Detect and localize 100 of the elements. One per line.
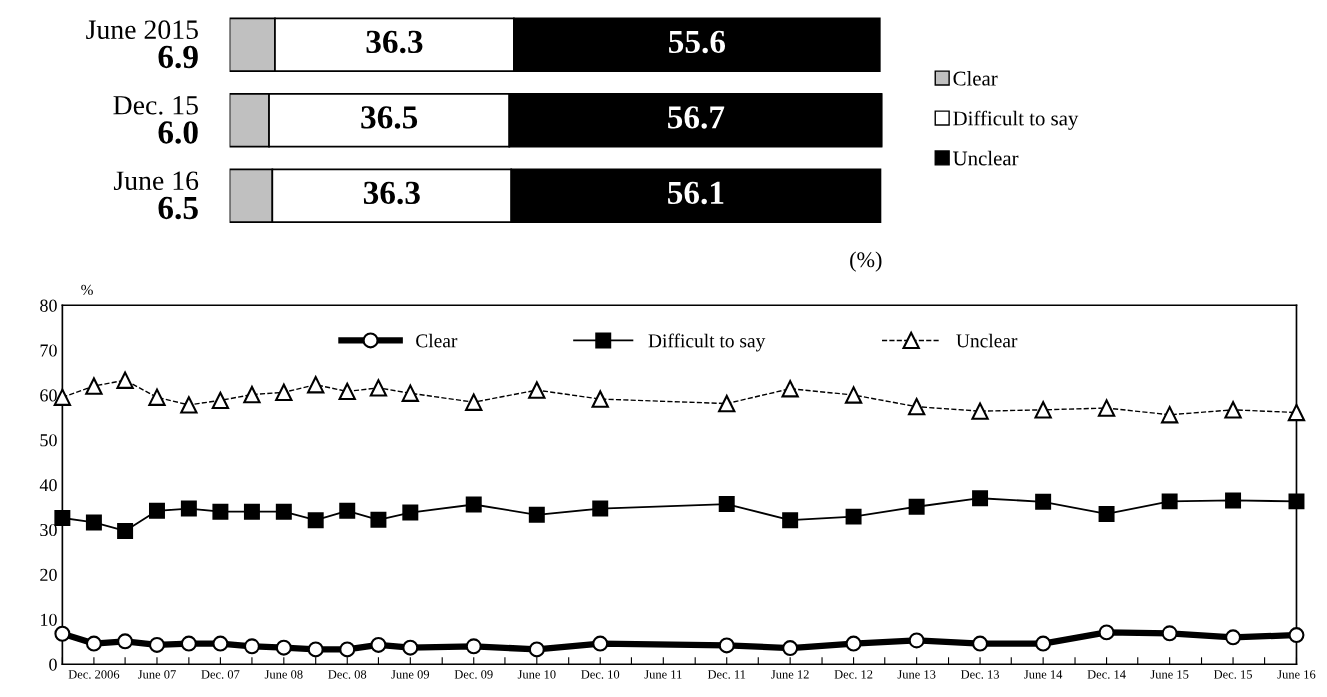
x-tick-label: Dec. 08 — [328, 670, 367, 679]
point — [307, 376, 325, 394]
point — [592, 635, 609, 652]
point — [402, 639, 419, 656]
x-tick-label: Dec. 07 — [201, 670, 240, 679]
x-tick-label: Dec. 14 — [1087, 670, 1126, 679]
point — [1035, 635, 1052, 652]
point — [117, 522, 134, 539]
point — [117, 633, 134, 650]
point — [149, 502, 165, 519]
x-tick-label: June 13 — [897, 670, 936, 679]
legend-label: Unclear — [956, 333, 1018, 348]
point — [782, 640, 799, 657]
point — [243, 503, 260, 520]
data-label: 56.1 — [668, 181, 724, 205]
point — [149, 636, 165, 653]
y-tick-label: 70 — [40, 344, 57, 357]
point — [1225, 492, 1242, 509]
point — [243, 385, 261, 404]
point — [592, 500, 609, 517]
point — [370, 636, 387, 653]
legend-label: Clear — [416, 333, 458, 348]
y-tick-label: June 16 — [113, 171, 199, 191]
y-tick-label: Dec. 15 — [113, 95, 198, 115]
point — [781, 380, 799, 398]
point — [211, 391, 230, 410]
point — [85, 377, 103, 395]
point — [972, 635, 989, 652]
point — [85, 514, 102, 531]
y-tick-label: 0 — [49, 658, 57, 671]
x-tick-label: Dec. 2006 — [68, 670, 120, 679]
x-tick-label: June 09 — [391, 670, 430, 679]
point — [528, 641, 545, 658]
point — [180, 500, 197, 517]
point — [465, 496, 482, 513]
point — [845, 635, 862, 652]
y-tick-label: 40 — [39, 479, 57, 492]
point — [465, 638, 482, 655]
point — [1288, 627, 1305, 644]
data-label: 56.7 — [668, 106, 725, 129]
point — [718, 496, 735, 513]
point — [339, 502, 356, 519]
point — [1160, 406, 1179, 424]
point — [275, 639, 292, 656]
x-tick-label: Dec. 13 — [960, 670, 1000, 679]
point — [275, 383, 293, 402]
y-tick-label: 60 — [40, 389, 57, 402]
point — [243, 638, 260, 655]
data-label: 55.6 — [669, 30, 726, 54]
point — [1288, 493, 1305, 510]
data-label: 6.5 — [158, 196, 198, 220]
legend-label: Unclear — [953, 150, 1019, 166]
y-tick-label: 30 — [40, 523, 57, 537]
point — [1098, 624, 1115, 641]
point — [718, 637, 735, 654]
point — [180, 396, 198, 414]
point — [465, 393, 483, 411]
y-tick-label: 10 — [41, 613, 57, 626]
point — [1224, 401, 1242, 419]
y-tick-label: June 2015 — [86, 20, 198, 40]
point — [1034, 401, 1052, 419]
x-tick-label: Dec. 10 — [581, 670, 620, 679]
point — [972, 490, 989, 507]
x-tick-label: June 08 — [264, 670, 303, 679]
data-label: 36.3 — [363, 181, 420, 205]
point — [212, 503, 229, 520]
point — [908, 498, 925, 515]
point — [1035, 493, 1052, 510]
point — [402, 504, 419, 521]
x-tick-label: June 10 — [517, 670, 556, 679]
point — [1161, 625, 1178, 642]
point — [54, 625, 71, 642]
point — [1161, 493, 1178, 510]
point — [845, 508, 862, 525]
point — [971, 402, 989, 420]
point — [339, 641, 356, 658]
x-tick-label: June 11 — [644, 670, 682, 679]
point — [116, 371, 134, 389]
x-tick-label: Dec. 15 — [1213, 670, 1253, 679]
x-tick-label: Dec. 11 — [707, 670, 746, 679]
y-tick-label: 20 — [40, 568, 57, 581]
text: (%) — [850, 251, 882, 272]
point — [1287, 403, 1306, 422]
y-tick-label: 80 — [40, 299, 57, 312]
x-tick-label: June 15 — [1150, 670, 1189, 679]
legend-label: Clear — [953, 70, 998, 86]
x-tick-label: June 14 — [1024, 670, 1063, 679]
point — [307, 641, 324, 658]
legend-label: Difficult to say — [648, 333, 766, 352]
data-label: 6.9 — [158, 45, 198, 69]
point — [148, 388, 166, 406]
point — [212, 635, 229, 652]
point — [370, 511, 387, 528]
point — [338, 382, 356, 401]
point — [369, 379, 388, 397]
x-tick-label: June 12 — [771, 670, 809, 679]
point — [401, 384, 419, 402]
point — [591, 390, 609, 408]
legend-label: Difficult to say — [953, 110, 1079, 130]
point — [908, 632, 925, 649]
